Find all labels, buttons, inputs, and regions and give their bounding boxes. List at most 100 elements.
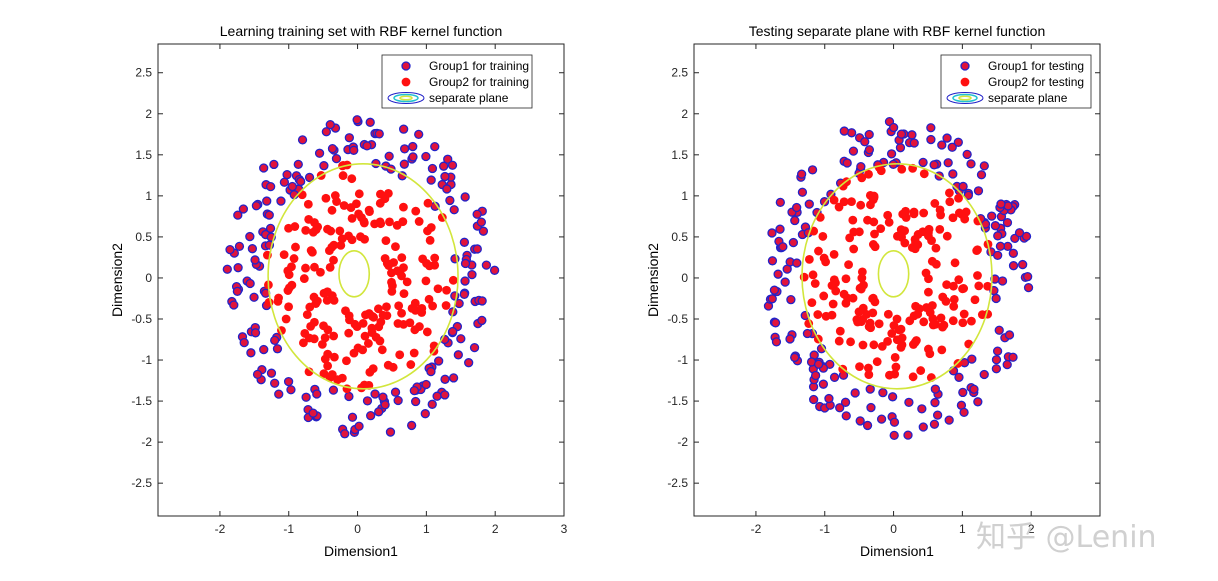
data-point: [970, 295, 980, 305]
data-point: [445, 195, 455, 206]
data-point: [944, 415, 954, 425]
y-tick-label: 1.5: [671, 148, 688, 162]
data-point: [377, 345, 387, 355]
data-point: [937, 140, 947, 150]
data-point: [855, 416, 865, 426]
y-tick-label: -1.5: [667, 394, 688, 408]
watermark: 知乎 @Lenin: [976, 520, 1157, 555]
x-tick-label: 0: [890, 522, 897, 536]
data-point: [395, 350, 405, 360]
data-point: [809, 394, 819, 405]
data-point: [290, 222, 300, 231]
data-point: [333, 375, 342, 385]
chart-title: Learning training set with RBF kernel fu…: [220, 23, 502, 39]
data-point: [360, 234, 369, 244]
data-point: [442, 184, 452, 194]
data-point: [325, 119, 335, 130]
data-point: [397, 253, 407, 263]
data-point: [222, 264, 232, 274]
data-point: [239, 337, 249, 348]
data-point: [385, 217, 394, 227]
data-point: [930, 397, 940, 408]
data-point: [979, 369, 989, 380]
data-point: [983, 281, 993, 291]
data-point: [489, 265, 500, 275]
data-point: [430, 253, 440, 263]
data-point: [426, 366, 436, 377]
data-point: [304, 172, 315, 183]
data-point: [346, 203, 356, 212]
data-point: [421, 379, 431, 390]
data-point: [329, 295, 339, 305]
data-point: [890, 352, 900, 362]
y-tick-label: -2: [141, 435, 152, 449]
y-tick-label: 2: [145, 107, 152, 121]
data-point: [935, 205, 945, 215]
data-point: [866, 402, 876, 413]
data-point: [301, 225, 311, 235]
data-point: [792, 258, 802, 268]
data-point: [969, 384, 979, 394]
data-point: [926, 123, 936, 133]
data-point: [905, 316, 915, 326]
x-tick-label: 2: [1028, 522, 1035, 536]
data-point: [340, 429, 350, 439]
data-point: [1014, 228, 1025, 238]
data-point: [990, 221, 1001, 231]
data-point: [417, 303, 427, 313]
data-point: [935, 224, 945, 234]
data-point: [321, 193, 331, 203]
data-point: [931, 243, 941, 253]
data-point: [311, 299, 321, 308]
data-point: [225, 244, 235, 255]
data-point: [448, 326, 458, 337]
data-point: [885, 370, 894, 380]
data-point: [973, 271, 982, 280]
data-point: [860, 137, 870, 147]
data-point: [398, 124, 409, 134]
data-point: [961, 207, 971, 217]
data-point: [327, 205, 337, 215]
data-point: [300, 329, 310, 338]
data-point: [394, 301, 404, 311]
data-point: [270, 378, 280, 388]
data-point: [375, 336, 385, 346]
data-point: [442, 285, 451, 295]
data-point: [834, 336, 844, 346]
data-point: [247, 244, 258, 254]
data-point: [306, 321, 316, 331]
data-point: [374, 322, 384, 332]
data-point: [312, 389, 322, 399]
data-point: [868, 293, 878, 303]
data-point: [467, 269, 477, 280]
data-point: [266, 368, 277, 378]
data-point: [439, 161, 449, 171]
data-point: [841, 411, 851, 421]
data-point: [459, 237, 470, 247]
data-point: [297, 135, 308, 145]
data-point: [376, 189, 385, 199]
data-point: [813, 310, 823, 319]
data-point: [827, 281, 837, 290]
contour-line: [338, 250, 371, 298]
data-point: [410, 396, 421, 407]
data-point: [928, 320, 938, 330]
data-point: [323, 349, 333, 359]
data-point: [864, 169, 873, 179]
data-point: [447, 160, 458, 170]
data-point: [481, 260, 492, 270]
data-point: [408, 141, 418, 152]
data-point: [478, 226, 489, 236]
data-point: [409, 385, 419, 396]
data-point: [238, 204, 249, 214]
data-point: [362, 141, 372, 151]
data-point: [924, 224, 934, 234]
data-point: [265, 223, 276, 234]
data-point: [974, 281, 984, 291]
data-point: [430, 141, 440, 152]
data-point: [942, 231, 952, 241]
data-point: [337, 234, 347, 244]
data-point: [993, 250, 1003, 260]
data-point: [408, 152, 418, 162]
